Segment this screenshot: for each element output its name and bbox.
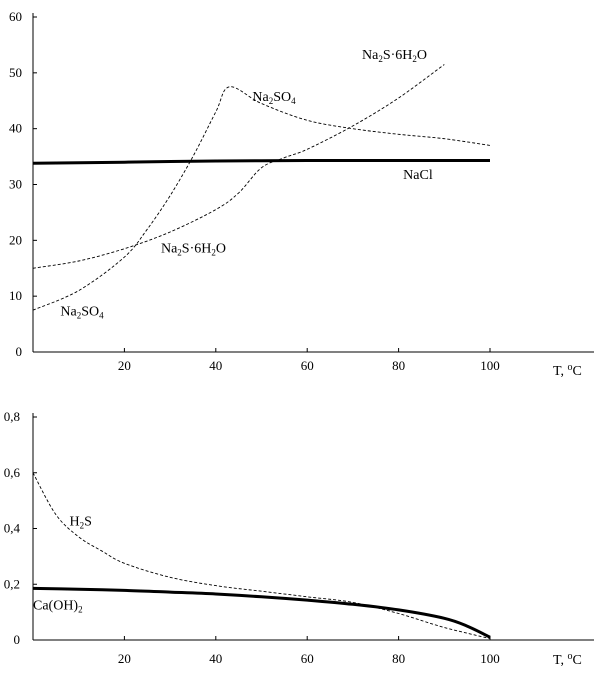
series-line-ca-oh-2 [32,586,491,639]
series-annotation-2-sub1: 2 [78,604,83,614]
y-tick-label: 0,2 [4,576,20,591]
x-tick-label: 60 [301,651,314,666]
series-line-na2s-6h2o [32,64,445,269]
x-tick-label: 40 [209,358,222,373]
series-annotation-2-mid: SO [273,90,291,105]
series-annotation-1: Na2S·6H2O [362,48,427,64]
series-annotation-1: H2S [70,515,92,531]
series-annotation-1-mid: S·6H [383,48,413,63]
y-tick-label: 0,6 [4,465,21,480]
series-annotation-4-text: Na [161,242,178,257]
series-annotation-1-text: H [70,515,80,530]
x-tick-label: 80 [392,358,405,373]
series-annotation-1-text: Na [362,48,379,63]
series-annotation-3: NaCl [403,168,433,183]
series-annotation-4-sub1: 2 [177,248,182,258]
x-tick-label: 20 [118,358,131,373]
x-tick-label: 100 [480,358,500,373]
x-axis-title: T, oC [553,362,582,379]
x-tick-label: 40 [209,651,222,666]
series-annotation-3-text: NaCl [403,168,433,183]
y-tick-label: 60 [9,9,22,24]
x-axis-title: T, oC [553,651,582,668]
y-tick-label: 50 [9,65,22,80]
y-tick-label: 0 [14,632,21,647]
series-line-h2s [32,472,491,640]
series-annotation-2-text: Ca(OH) [33,598,78,613]
series-annotation-2-sub1: 2 [269,96,274,106]
series-line-na2so4 [32,86,491,311]
series-annotation-2: Na2SO4 [252,90,296,106]
x-tick-label: 100 [480,651,500,666]
series-annotation-4: Na2S·6H2O [161,242,226,258]
series-annotation-4-mid: S·6H [182,242,212,257]
series-line-nacl [32,158,490,165]
series-annotation-5-mid: SO [81,305,99,320]
y-tick-label: 0 [16,344,23,359]
x-tick-label: 80 [392,651,405,666]
y-tick-label: 0,4 [4,521,21,536]
series-annotation-1-sub1: 2 [80,521,85,531]
series-annotation-1-sub1: 2 [378,54,383,64]
series-annotation-2-text: Na [252,90,269,105]
series-annotation-1-sub2: 2 [412,54,417,64]
y-tick-label: 10 [9,288,22,303]
series-annotation-2-sub2: 4 [291,96,296,106]
y-tick-label: 0,8 [4,409,20,424]
series-annotation-5-sub2: 4 [99,311,104,321]
series-annotation-1-end: O [417,48,427,63]
y-tick-label: 30 [9,177,22,192]
series-annotation-5-text: Na [60,305,77,320]
series-annotation-2: Ca(OH)2 [33,598,83,614]
y-tick-label: 40 [9,121,22,136]
y-tick-label: 20 [9,232,22,247]
series-annotation-5-sub1: 2 [77,311,82,321]
x-tick-label: 20 [118,651,131,666]
series-annotation-1-mid: S [84,515,92,530]
series-annotation-4-sub2: 2 [211,248,216,258]
x-tick-label: 60 [301,358,314,373]
series-annotation-4-end: O [216,242,226,257]
series-annotation-5: Na2SO4 [60,305,104,321]
